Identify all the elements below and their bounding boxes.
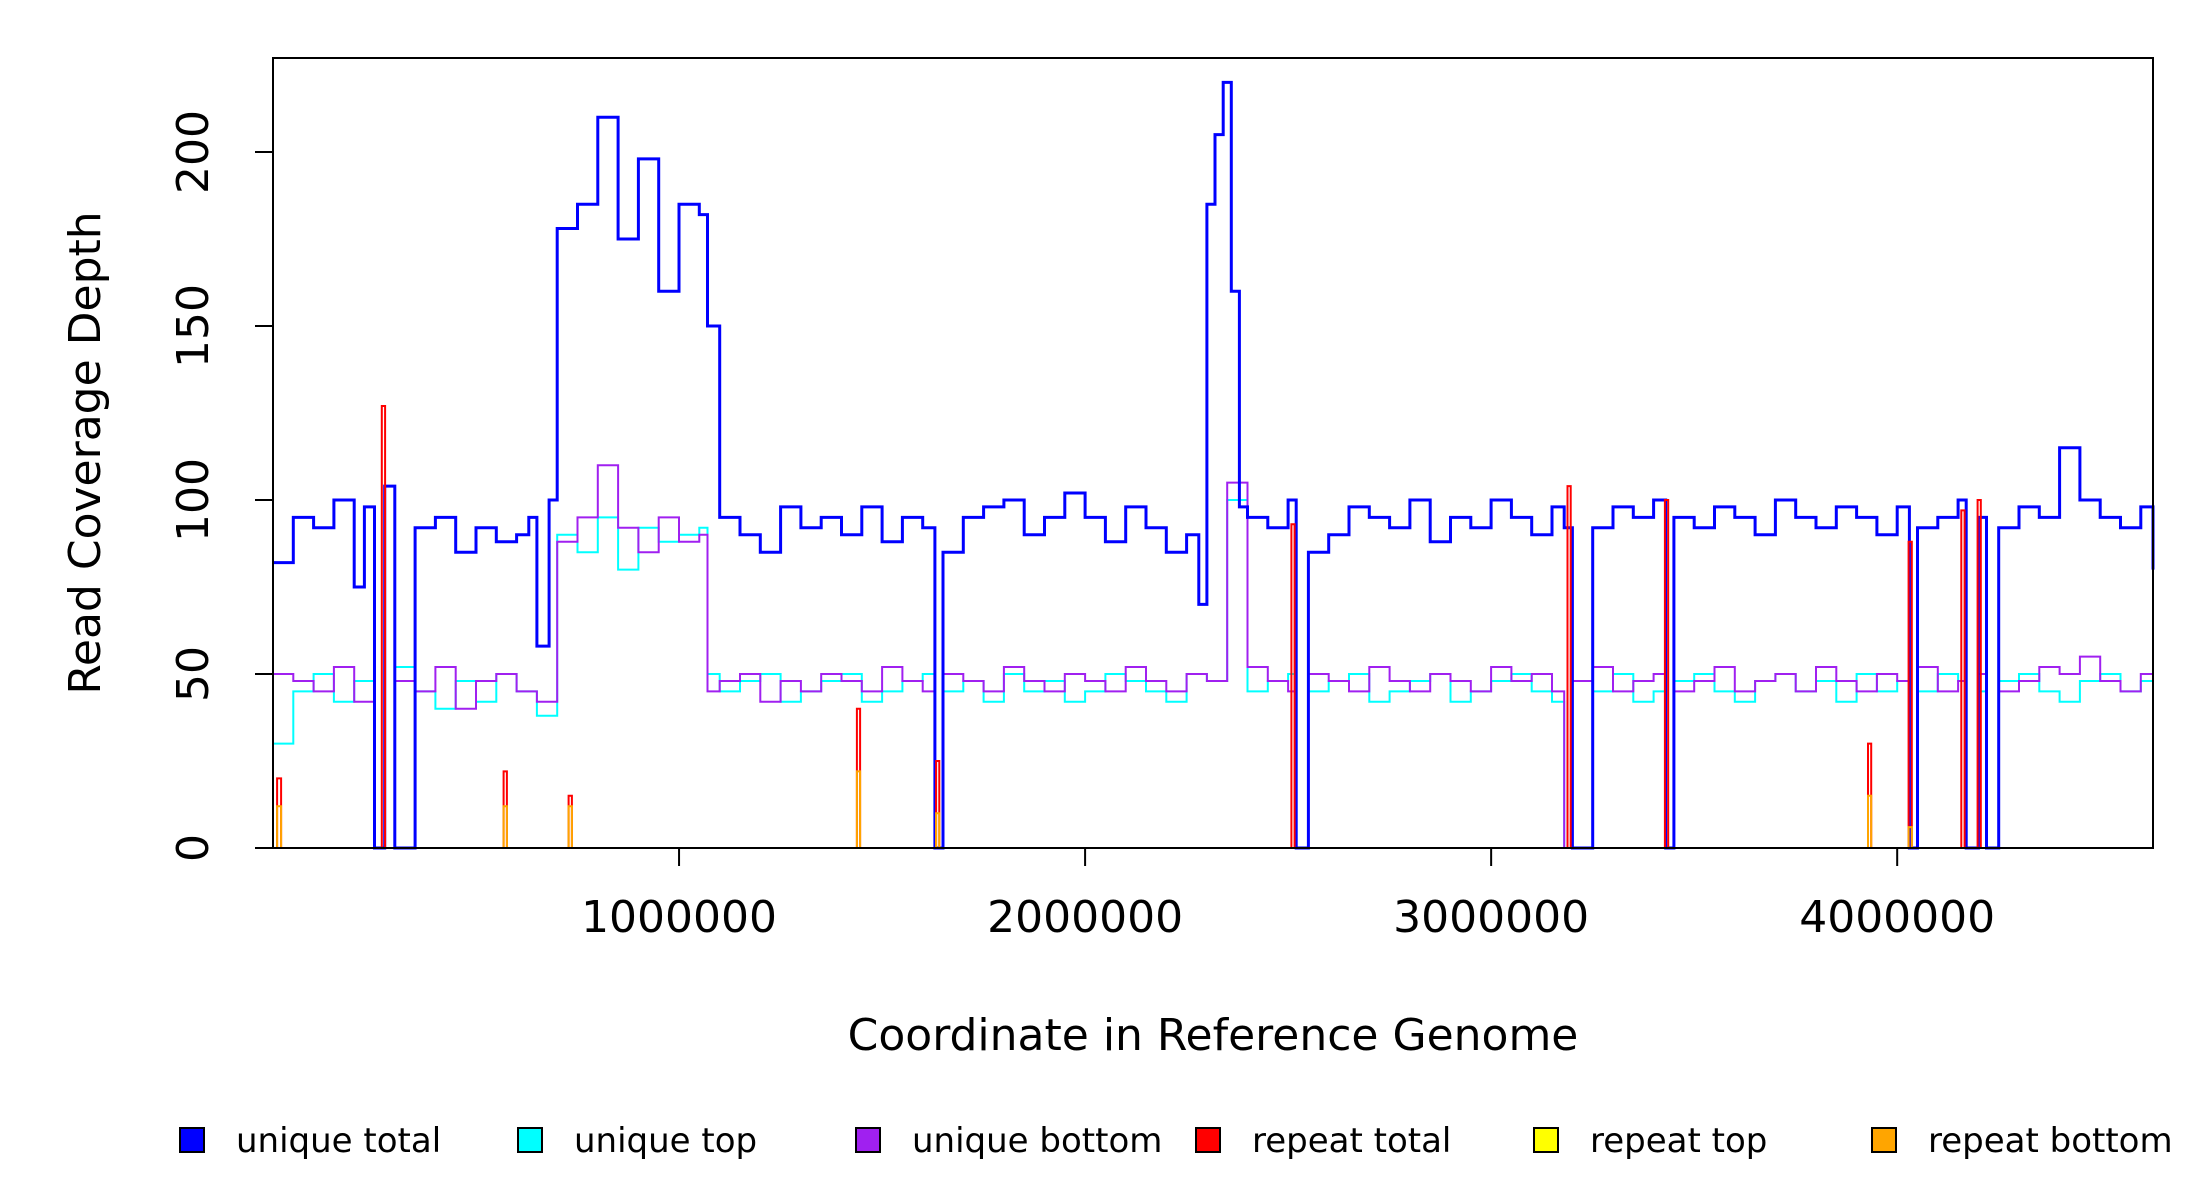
legend-swatch: [855, 1127, 881, 1153]
legend-swatch: [1533, 1127, 1559, 1153]
y-axis: 0 50 100 150 200: [168, 110, 274, 862]
legend-item-unique-total: unique total: [179, 1121, 441, 1161]
x-tick-label: 4000000: [1799, 892, 1995, 943]
legend-item-unique-bottom: unique bottom: [855, 1121, 1162, 1161]
series-line-repeat-total: [273, 405, 2153, 849]
series-layer: [273, 80, 2155, 850]
legend-item-repeat-total: repeat total: [1195, 1121, 1451, 1161]
y-tick-label: 100: [168, 458, 219, 542]
legend-item-repeat-bottom: repeat bottom: [1871, 1121, 2173, 1161]
legend-label: repeat bottom: [1928, 1121, 2173, 1161]
x-tick-label: 1000000: [581, 892, 777, 943]
y-axis-title: Read Coverage Depth: [60, 211, 111, 694]
series-line-unique-bottom: [273, 464, 2154, 849]
legend-label: unique top: [574, 1121, 757, 1161]
y-tick-label: 150: [168, 284, 219, 368]
y-tick-label: 200: [168, 110, 219, 194]
x-tick-label: 2000000: [987, 892, 1183, 943]
legend-swatch: [179, 1127, 205, 1153]
series-line-unique-total: [273, 80, 2155, 850]
x-axis: 1000000 2000000 3000000 4000000: [581, 847, 1995, 943]
x-tick-label: 3000000: [1393, 892, 1589, 943]
legend-label: repeat total: [1252, 1121, 1451, 1161]
legend: unique total unique top unique bottom repea…: [179, 1121, 2173, 1161]
y-tick-label: 0: [168, 834, 219, 862]
legend-swatch: [517, 1127, 543, 1153]
plot-area-frame: [272, 57, 2154, 849]
legend-label: repeat top: [1590, 1121, 1767, 1161]
legend-swatch: [1871, 1127, 1897, 1153]
x-axis-title: Coordinate in Reference Genome: [848, 1010, 1579, 1061]
legend-label: unique total: [236, 1121, 441, 1161]
legend-item-unique-top: unique top: [517, 1121, 757, 1161]
legend-item-repeat-top: repeat top: [1533, 1121, 1767, 1161]
legend-label: unique bottom: [912, 1121, 1162, 1161]
legend-swatch: [1195, 1127, 1221, 1153]
series-line-unique-top: [273, 499, 2154, 849]
y-tick-label: 50: [168, 646, 219, 702]
